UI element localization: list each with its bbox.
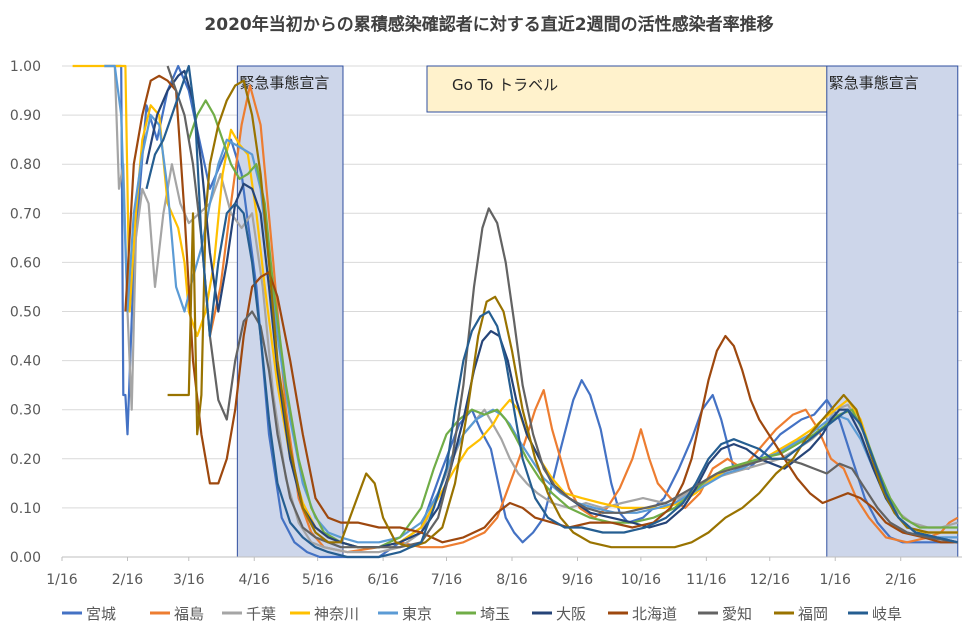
x-tick-label: 3/16 (173, 572, 205, 588)
x-tick-label: 11/16 (686, 572, 726, 588)
emergency-band (236, 65, 344, 558)
legend-label: 大阪 (556, 605, 586, 623)
y-tick-label: 0.30 (10, 403, 41, 419)
series-line-10 (145, 64, 959, 559)
chart-title: 2020年当初からの累積感染確認者に対する直近2週間の活性感染者率推移 (204, 15, 774, 35)
x-tick-label: 2/16 (885, 572, 917, 588)
emergency-band (826, 65, 959, 558)
y-tick-label: 0.00 (10, 550, 41, 566)
y-tick-label: 0.20 (10, 452, 41, 468)
series-line-3 (72, 64, 958, 549)
x-tick-label: 9/16 (562, 572, 594, 588)
legend-label: 東京 (402, 605, 432, 623)
series-line-7 (124, 74, 958, 544)
y-tick-label: 0.40 (10, 354, 41, 370)
x-tick-label: 4/16 (239, 572, 271, 588)
legend-label: 宮城 (86, 605, 116, 623)
series-line-9 (167, 79, 958, 549)
legend-label: 埼玉 (480, 605, 510, 623)
legend-label: 千葉 (246, 605, 276, 623)
x-tick-label: 10/16 (621, 572, 661, 588)
y-tick-label: 0.50 (10, 305, 41, 321)
x-tick-label: 7/16 (431, 572, 463, 588)
legend-label: 愛知 (722, 605, 752, 623)
x-tick-label: 1/16 (820, 572, 852, 588)
y-tick-label: 0.90 (10, 108, 41, 124)
goto-travel-box (426, 65, 840, 113)
series-line-5 (187, 99, 958, 549)
legend-label: 北海道 (632, 605, 677, 623)
annotation-label: 緊急事態宣言 (239, 74, 329, 92)
annotation-label: 緊急事態宣言 (829, 74, 919, 92)
series-line-0 (104, 64, 954, 559)
x-tick-label: 8/16 (496, 572, 528, 588)
series-line-8 (166, 65, 958, 549)
y-tick-label: 1.00 (10, 59, 41, 75)
y-tick-label: 0.80 (10, 157, 41, 173)
x-tick-label: 5/16 (302, 572, 334, 588)
y-tick-label: 0.60 (10, 255, 41, 271)
legend-label: 福島 (174, 605, 204, 623)
annotation-label: Go To トラベル (452, 76, 558, 94)
y-tick-label: 0.70 (10, 206, 41, 222)
y-tick-label: 0.10 (10, 501, 41, 517)
legend-label: 福岡 (798, 605, 828, 623)
series-line-6 (145, 69, 959, 549)
x-tick-label: 2/16 (112, 572, 144, 588)
series-line-2 (113, 65, 959, 554)
x-tick-label: 1/16 (46, 572, 78, 588)
x-tick-label: 6/16 (367, 572, 399, 588)
legend-label: 神奈川 (314, 605, 359, 623)
legend-label: 岐阜 (872, 605, 902, 623)
x-tick-label: 12/16 (750, 572, 790, 588)
